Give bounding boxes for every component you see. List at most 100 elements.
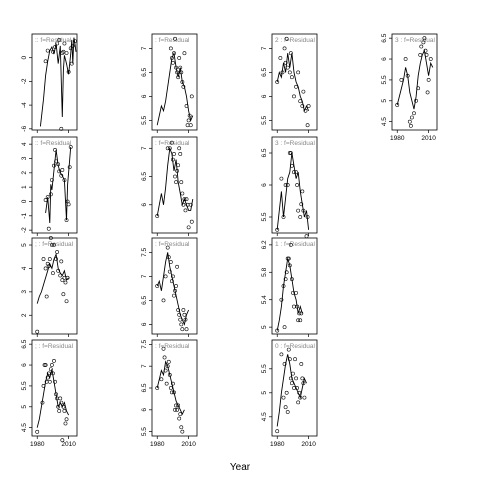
observation-point xyxy=(189,94,194,99)
observation-point xyxy=(283,60,288,65)
observation-point xyxy=(61,404,66,409)
observation-point xyxy=(285,256,290,261)
panel-label: :: f=Residual xyxy=(35,140,72,147)
x-tick-label: 2010 xyxy=(181,441,196,448)
observation-point xyxy=(161,346,166,351)
observation-point xyxy=(179,180,184,185)
y-tick-label: 7 xyxy=(141,46,148,50)
y-tick-label: 5.5 xyxy=(21,381,28,390)
observation-point xyxy=(70,43,75,48)
y-tick-label: 7.5 xyxy=(141,248,148,257)
observation-point xyxy=(173,36,177,41)
panel-frame xyxy=(31,33,78,131)
panel-label: : f=Residual xyxy=(155,343,190,350)
observation-point xyxy=(283,183,288,187)
observation-point xyxy=(182,197,187,202)
observation-point xyxy=(185,123,190,128)
panel-label: : f=Residual xyxy=(155,37,190,44)
observation-point xyxy=(169,279,174,284)
observation-point xyxy=(182,312,187,317)
observation-point xyxy=(275,429,280,434)
x-tick-label: 1980 xyxy=(270,441,285,448)
observation-point xyxy=(282,325,287,330)
observation-point xyxy=(176,308,181,312)
observation-point xyxy=(305,215,310,219)
observation-point xyxy=(287,263,292,268)
observation-point xyxy=(426,78,431,82)
observation-point xyxy=(186,225,191,230)
panel-frame xyxy=(31,136,78,234)
observation-point xyxy=(414,98,418,103)
observation-point xyxy=(64,218,69,223)
panel-frame xyxy=(31,237,78,335)
observation-point xyxy=(296,400,301,405)
observation-point xyxy=(49,178,54,182)
observation-point xyxy=(43,198,48,202)
observation-point xyxy=(159,377,164,382)
residual-series-line xyxy=(276,152,310,230)
panel-label: ; : f=Residual xyxy=(35,241,74,248)
observation-point xyxy=(279,352,284,357)
observation-point xyxy=(289,381,294,386)
observation-point xyxy=(64,417,69,422)
observation-point xyxy=(301,381,306,386)
observation-point xyxy=(171,60,175,65)
panel-label: 3 : f=Residual xyxy=(275,140,315,147)
y-tick-label: 0 xyxy=(21,199,28,203)
observation-point xyxy=(45,48,50,53)
observation-point xyxy=(42,363,47,367)
observation-point xyxy=(168,46,173,51)
observation-point xyxy=(172,51,176,56)
panel-2-0: ; : f=Residual 2 3 4 5 xyxy=(21,236,78,337)
observation-point xyxy=(292,304,296,309)
observation-point xyxy=(59,173,64,178)
observation-point xyxy=(305,123,310,128)
observation-point xyxy=(182,51,187,56)
observation-point xyxy=(181,202,186,207)
y-tick-label: 5 xyxy=(261,325,268,329)
observation-point xyxy=(285,183,290,187)
observation-point xyxy=(428,57,433,61)
panel-frame xyxy=(31,339,78,437)
observation-point xyxy=(403,57,408,61)
y-tick-label: 5.8 xyxy=(261,267,268,276)
panel-2-1: : f=Residual 6 6.5 7 7.5 xyxy=(141,237,198,337)
x-tick-label: 1980 xyxy=(150,441,165,448)
observation-point xyxy=(174,65,178,70)
observation-point xyxy=(294,290,298,295)
observation-point xyxy=(302,395,307,400)
observation-point xyxy=(54,257,58,261)
residual-series-line xyxy=(276,258,303,331)
y-tick-label: 6.2 xyxy=(261,240,268,249)
y-tick-label: 6.5 xyxy=(141,68,148,77)
y-tick-label: 3 xyxy=(21,290,28,294)
y-tick-label: -2 xyxy=(21,227,28,233)
y-tick-label: 5.4 xyxy=(261,295,268,304)
observation-point xyxy=(53,45,57,49)
observation-point xyxy=(299,311,304,316)
panel-label: 3 : f=Residual xyxy=(395,37,435,44)
observation-point xyxy=(284,270,289,275)
y-tick-label: 6 xyxy=(141,408,148,412)
observation-point xyxy=(303,108,308,113)
observation-point xyxy=(45,261,50,266)
observation-point xyxy=(48,367,53,372)
observation-point xyxy=(188,202,193,207)
observation-point xyxy=(55,41,60,46)
panel-1-0: :: f=Residual-2 -1 0 1 2 3 4 xyxy=(21,136,78,236)
observation-point xyxy=(180,429,185,434)
observation-point xyxy=(66,202,71,207)
observation-point xyxy=(155,386,160,390)
observation-point xyxy=(407,119,412,124)
observation-point xyxy=(294,170,298,175)
y-tick-label: 6 xyxy=(141,322,148,326)
observation-point xyxy=(304,234,309,239)
observation-point xyxy=(60,168,65,172)
y-tick-label: 5 xyxy=(381,99,388,103)
observation-point xyxy=(169,390,174,395)
observation-point xyxy=(180,327,185,332)
panel-label: : f=Residual xyxy=(155,241,190,248)
y-tick-label: 5.5 xyxy=(261,364,268,373)
